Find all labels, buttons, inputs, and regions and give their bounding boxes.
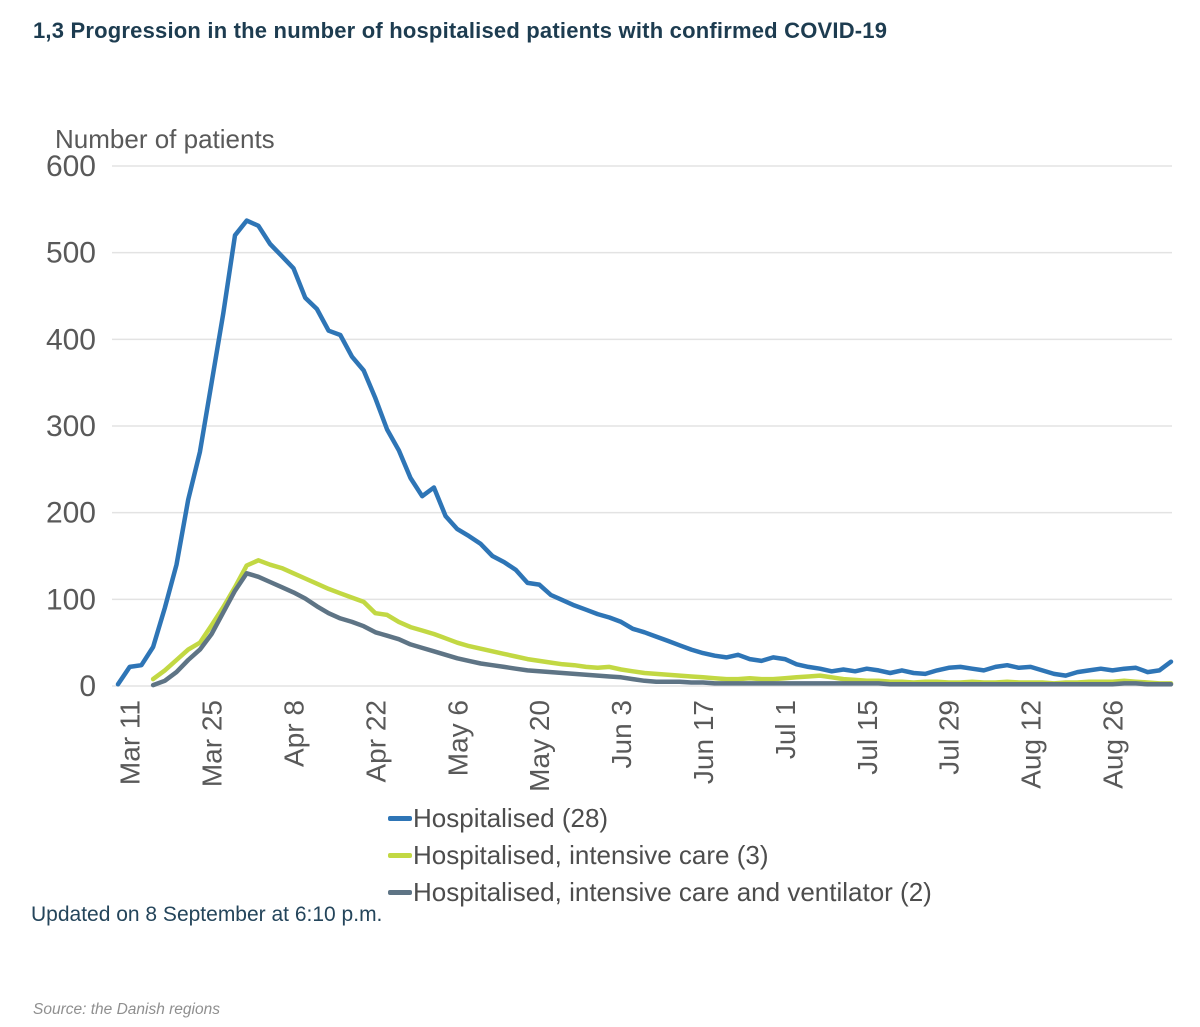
x-tick-label: May 20 (524, 700, 555, 792)
line-chart: 600 500 400 300 200 100 0 Mar 11 Mar 25 Apr 8 Apr … (46, 150, 1174, 792)
y-tick-label: 300 (46, 410, 96, 443)
x-tick-label: May 6 (442, 700, 473, 776)
series-line-ventilator (150, 571, 1174, 688)
series-line-hospitalised (115, 218, 1174, 687)
x-tick-label: Aug 26 (1098, 700, 1129, 789)
source-note: Source: the Danish regions (33, 1001, 220, 1018)
x-tick-label: Mar 11 (115, 700, 146, 785)
y-tick-label: 200 (46, 497, 96, 530)
x-tick-label: Mar 25 (197, 700, 228, 787)
y-tick-label: 0 (79, 670, 96, 703)
legend-item-hospitalised: Hospitalised (28) (388, 800, 932, 837)
x-tick-label: Apr 22 (360, 700, 391, 783)
x-tick-label: Jun 17 (688, 700, 719, 784)
series-line-intensive-care (150, 558, 1174, 686)
legend-line-swatch-hospitalised (388, 816, 412, 821)
updated-note: Updated on 8 September at 6:10 p.m. (31, 903, 383, 926)
y-tick-label: 100 (46, 583, 96, 616)
legend-item-intensive-care: Hospitalised, intensive care (3) (388, 837, 932, 874)
x-tick-label: Jun 3 (606, 700, 637, 769)
x-tick-label: Jul 15 (852, 700, 883, 775)
page-title: 1,3 Progression in the number of hospita… (33, 18, 888, 43)
legend-label: Hospitalised, intensive care (3) (413, 840, 769, 870)
x-tick-label: Jul 29 (934, 700, 965, 775)
x-tick-label: Jul 1 (770, 700, 801, 759)
y-tick-label: 400 (46, 323, 96, 356)
legend: Hospitalised (28) Hospitalised, intensiv… (388, 800, 932, 911)
x-tick-label: Apr 8 (279, 700, 310, 767)
legend-line-swatch-ventilator (388, 890, 412, 895)
y-tick-label: 600 (46, 150, 96, 183)
x-tick-label: Aug 12 (1016, 700, 1047, 789)
legend-label: Hospitalised, intensive care and ventila… (413, 877, 932, 907)
y-tick-label: 500 (46, 237, 96, 270)
legend-label: Hospitalised (28) (413, 803, 609, 833)
legend-item-ventilator: Hospitalised, intensive care and ventila… (388, 874, 932, 911)
y-axis-title: Number of patients (55, 124, 275, 154)
legend-line-swatch-intensive-care (388, 853, 412, 858)
